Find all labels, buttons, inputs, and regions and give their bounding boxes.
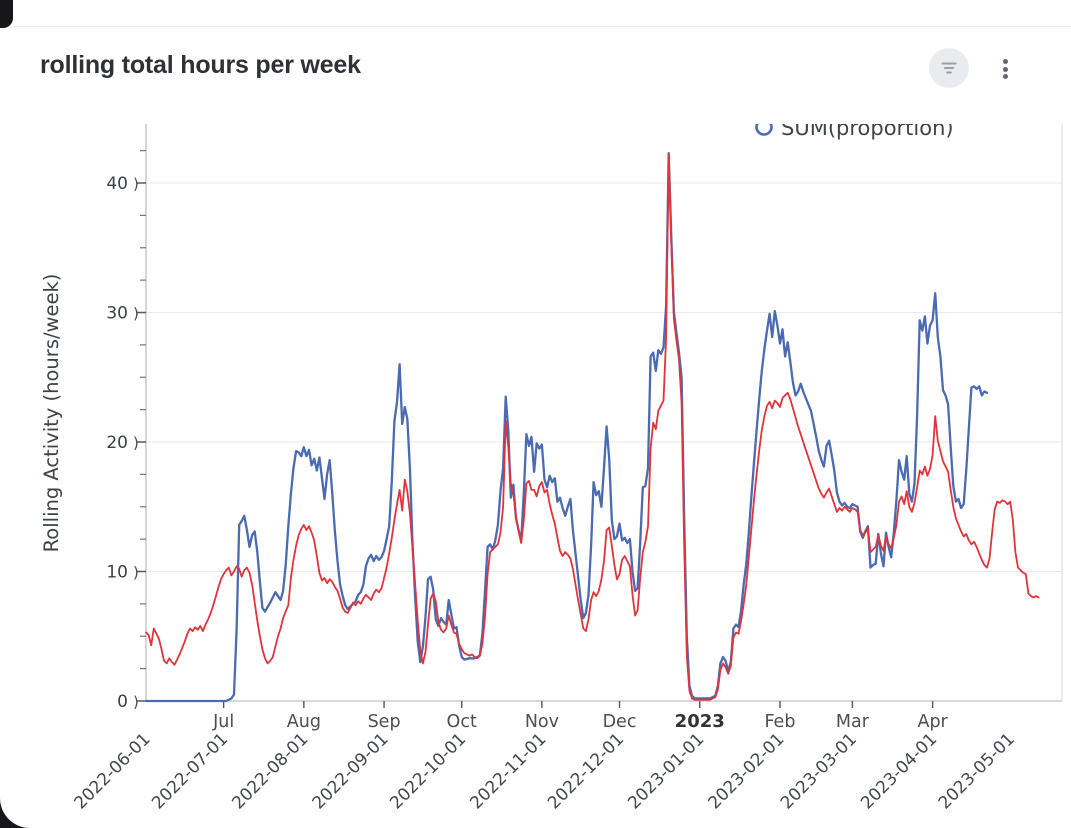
x-date-label: 2023-04-01 <box>857 729 941 813</box>
y-tick-suffix: ) <box>133 175 139 193</box>
x-month-label: 2023 <box>675 711 725 732</box>
x-date-label: 2023-05-01 <box>935 729 1019 813</box>
series-line-rolling-total <box>145 153 1040 701</box>
x-month-label: Sep <box>368 712 401 732</box>
x-date-label: 2022-06-01 <box>71 729 155 813</box>
y-tick-label: 30 <box>106 304 128 324</box>
x-month-label: Oct <box>447 712 477 732</box>
x-date-label: 2022-10-01 <box>386 729 470 813</box>
y-tick-suffix: ) <box>133 305 139 323</box>
card-header: rolling total hours per week <box>0 27 1071 124</box>
y-tick-suffix: ) <box>133 434 139 452</box>
x-month-label: Jul <box>212 712 234 732</box>
filter-button[interactable] <box>929 48 969 88</box>
x-date-label: 2022-08-01 <box>228 729 312 813</box>
x-month-label: Feb <box>764 712 795 732</box>
x-date-label: 2022-07-01 <box>148 729 232 813</box>
y-tick-suffix: ) <box>133 693 139 711</box>
y-tick-label: 10 <box>106 563 128 583</box>
y-tick-label: 40 <box>106 174 128 194</box>
window-corner-top-left <box>0 0 13 28</box>
kebab-icon <box>1002 56 1008 81</box>
y-axis-title: Rolling Activity (hours/week) <box>40 274 63 553</box>
x-month-label: Aug <box>287 712 321 732</box>
x-date-label: 2023-01-01 <box>624 729 708 813</box>
card-top-divider <box>13 26 1071 27</box>
series-line-sum-proportion <box>144 152 989 703</box>
more-options-button[interactable] <box>990 46 1020 92</box>
x-date-label: 2022-12-01 <box>544 729 628 813</box>
y-tick-suffix: ) <box>133 564 139 582</box>
card-title: rolling total hours per week <box>40 51 361 79</box>
x-month-label: Nov <box>525 712 559 732</box>
x-date-label: 2023-02-01 <box>704 729 788 813</box>
x-date-label: 2023-03-01 <box>777 729 861 813</box>
y-tick-label: 0 <box>117 692 128 712</box>
y-tick-label: 20 <box>106 433 128 453</box>
filter-icon <box>941 62 957 74</box>
x-date-label: 2022-09-01 <box>309 729 393 813</box>
x-month-label: Apr <box>917 712 948 732</box>
x-month-label: Dec <box>603 712 637 732</box>
x-month-label: Mar <box>836 712 870 732</box>
x-date-label: 2022-11-01 <box>466 729 550 813</box>
